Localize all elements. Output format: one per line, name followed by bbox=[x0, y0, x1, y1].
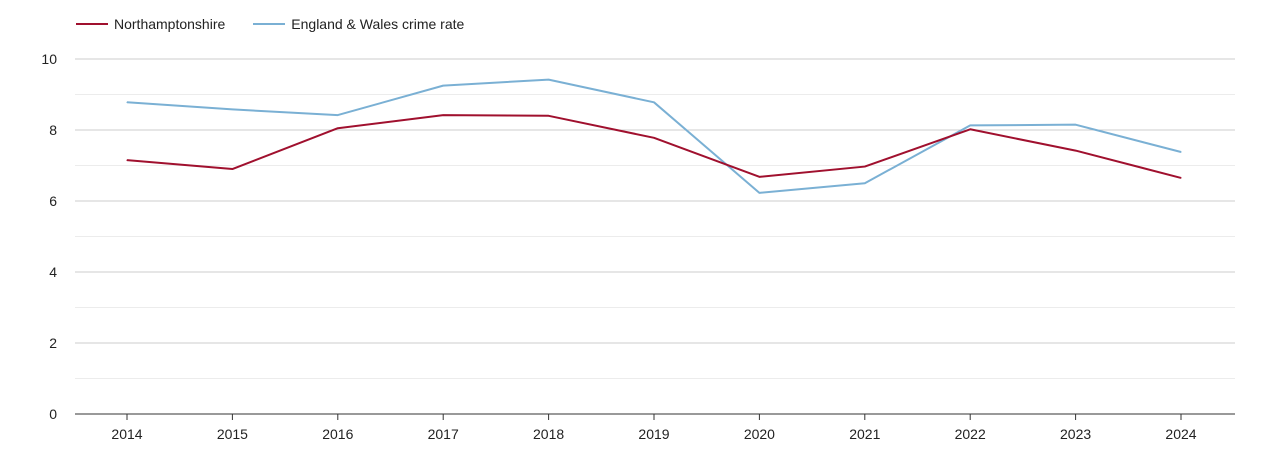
y-tick-label: 6 bbox=[49, 193, 57, 209]
data-point-northamptonshire bbox=[1180, 177, 1182, 179]
data-point-england-wales-crime-rate bbox=[864, 182, 866, 184]
data-point-england-wales-crime-rate bbox=[126, 101, 128, 103]
data-point-england-wales-crime-rate bbox=[969, 124, 971, 126]
data-point-northamptonshire bbox=[758, 176, 761, 178]
data-point-northamptonshire bbox=[337, 127, 339, 129]
y-tick-label: 2 bbox=[49, 335, 57, 351]
x-tick-label: 2022 bbox=[955, 426, 986, 442]
data-point-northamptonshire bbox=[864, 165, 866, 168]
legend-swatch-northamptonshire bbox=[76, 23, 108, 25]
data-point-england-wales-crime-rate bbox=[442, 85, 444, 87]
x-tick-label: 2018 bbox=[533, 426, 564, 442]
data-point-england-wales-crime-rate bbox=[337, 114, 339, 116]
data-point-england-wales-crime-rate bbox=[548, 78, 550, 81]
y-tick-label: 8 bbox=[49, 122, 57, 138]
legend-swatch-england-wales bbox=[253, 23, 286, 25]
x-tick-label: 2016 bbox=[322, 426, 353, 442]
x-tick-label: 2020 bbox=[744, 426, 775, 442]
y-tick-label: 10 bbox=[41, 51, 57, 67]
legend-item-northamptonshire[interactable]: Northamptonshire bbox=[76, 16, 225, 32]
legend-item-england-wales[interactable]: England & Wales crime rate bbox=[253, 16, 464, 32]
data-point-england-wales-crime-rate bbox=[1180, 151, 1182, 153]
data-point-england-wales-crime-rate bbox=[231, 108, 233, 111]
data-point-northamptonshire bbox=[442, 114, 444, 116]
legend-label-northamptonshire: Northamptonshire bbox=[114, 16, 226, 32]
x-tick-label: 2019 bbox=[638, 426, 669, 442]
y-tick-label: 0 bbox=[49, 406, 57, 422]
x-tick-label: 2017 bbox=[428, 426, 459, 442]
x-tick-label: 2023 bbox=[1060, 426, 1091, 442]
y-tick-label: 4 bbox=[49, 264, 57, 280]
data-point-northamptonshire bbox=[969, 128, 971, 130]
legend-label-england-wales: England & Wales crime rate bbox=[291, 16, 465, 32]
data-point-england-wales-crime-rate bbox=[1075, 124, 1077, 126]
data-point-england-wales-crime-rate bbox=[758, 192, 761, 194]
x-tick-label: 2014 bbox=[111, 426, 142, 442]
x-tick-label: 2024 bbox=[1165, 426, 1196, 442]
data-point-northamptonshire bbox=[653, 137, 655, 139]
data-point-northamptonshire bbox=[231, 168, 233, 170]
data-point-northamptonshire bbox=[1075, 149, 1077, 152]
data-point-northamptonshire bbox=[126, 159, 128, 161]
data-point-england-wales-crime-rate bbox=[653, 101, 655, 103]
series-line-england-wales-crime-rate bbox=[126, 78, 1182, 194]
x-tick-label: 2021 bbox=[849, 426, 880, 442]
data-point-northamptonshire bbox=[548, 115, 550, 117]
chart-legend: Northamptonshire England & Wales crime r… bbox=[76, 16, 492, 32]
x-tick-label: 2015 bbox=[217, 426, 248, 442]
